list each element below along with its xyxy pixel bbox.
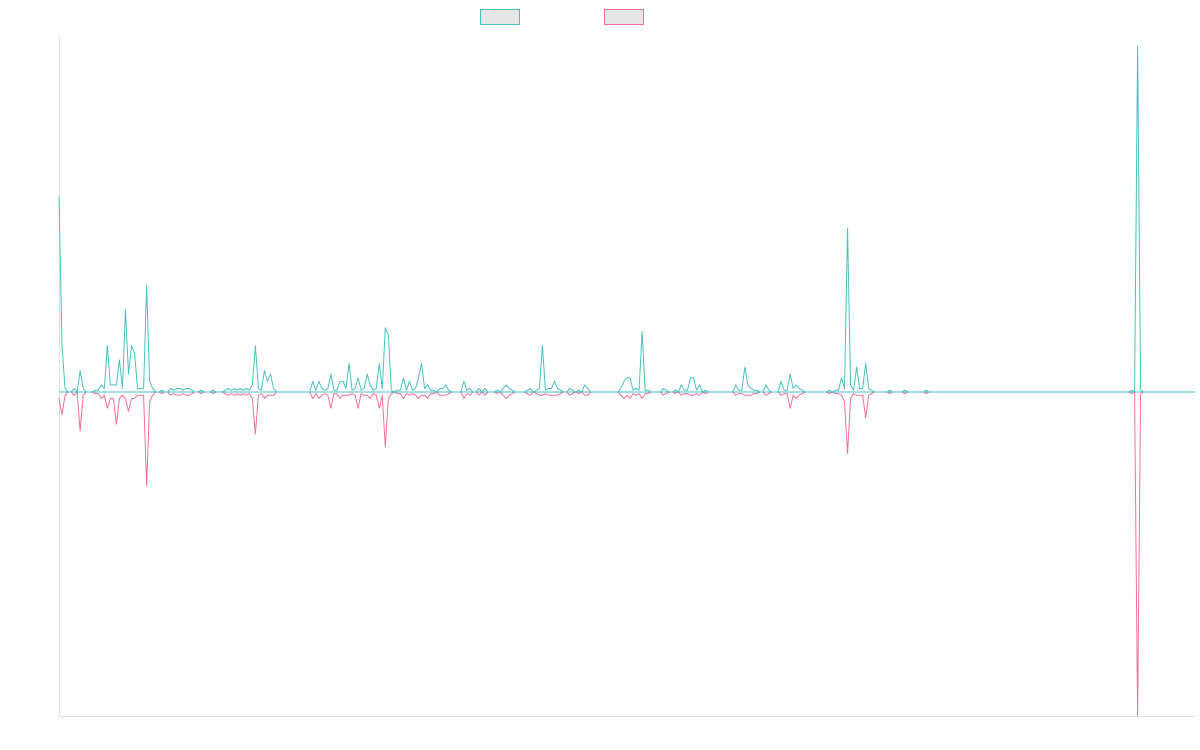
legend-swatch-series-2: [604, 9, 644, 25]
legend: [0, 9, 1200, 27]
legend-swatch-series-1: [480, 9, 520, 25]
series-line-1: [58, 46, 1195, 393]
legend-item-series-2[interactable]: [604, 9, 650, 25]
series-layer: [58, 46, 1195, 717]
legend-item-series-1[interactable]: [480, 9, 526, 25]
series-line-2: [58, 391, 1195, 717]
